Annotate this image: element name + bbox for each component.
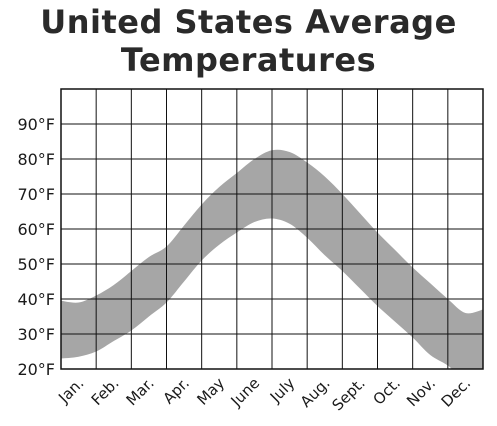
y-tick-label: 90°F	[17, 115, 55, 134]
chart-title-line-1: United States Average	[40, 3, 457, 41]
chart-title-line-2: Temperatures	[120, 41, 377, 79]
x-tick-label: Jan.	[54, 374, 87, 407]
x-tick-label: Feb.	[88, 374, 123, 409]
y-tick-label: 30°F	[17, 325, 55, 344]
y-tick-label: 70°F	[17, 185, 55, 204]
grid-layer	[60, 88, 484, 370]
x-tick-label: Nov.	[403, 374, 439, 410]
x-tick-label: July	[266, 374, 299, 407]
x-tick-label: June	[227, 374, 264, 411]
y-tick-label: 50°F	[17, 255, 55, 274]
plot-frame	[60, 88, 484, 370]
x-tick-label: Oct.	[369, 374, 403, 408]
y-tick-label: 80°F	[17, 150, 55, 169]
x-tick-label: Mar.	[123, 374, 158, 409]
x-tick-label: Aug.	[297, 374, 334, 411]
chart-title: United States Average Temperatures	[0, 0, 497, 79]
y-tick-label: 20°F	[17, 360, 55, 379]
y-tick-label: 40°F	[17, 290, 55, 309]
y-axis: 20°F 30°F 40°F 50°F 60°F 70°F 80°F 90°F	[17, 115, 55, 379]
x-tick-label: Apr.	[159, 374, 192, 407]
x-tick-label: May	[193, 374, 228, 409]
x-tick-label: Dec.	[438, 374, 475, 411]
x-tick-label: Sept.	[328, 374, 368, 414]
y-tick-label: 60°F	[17, 220, 55, 239]
